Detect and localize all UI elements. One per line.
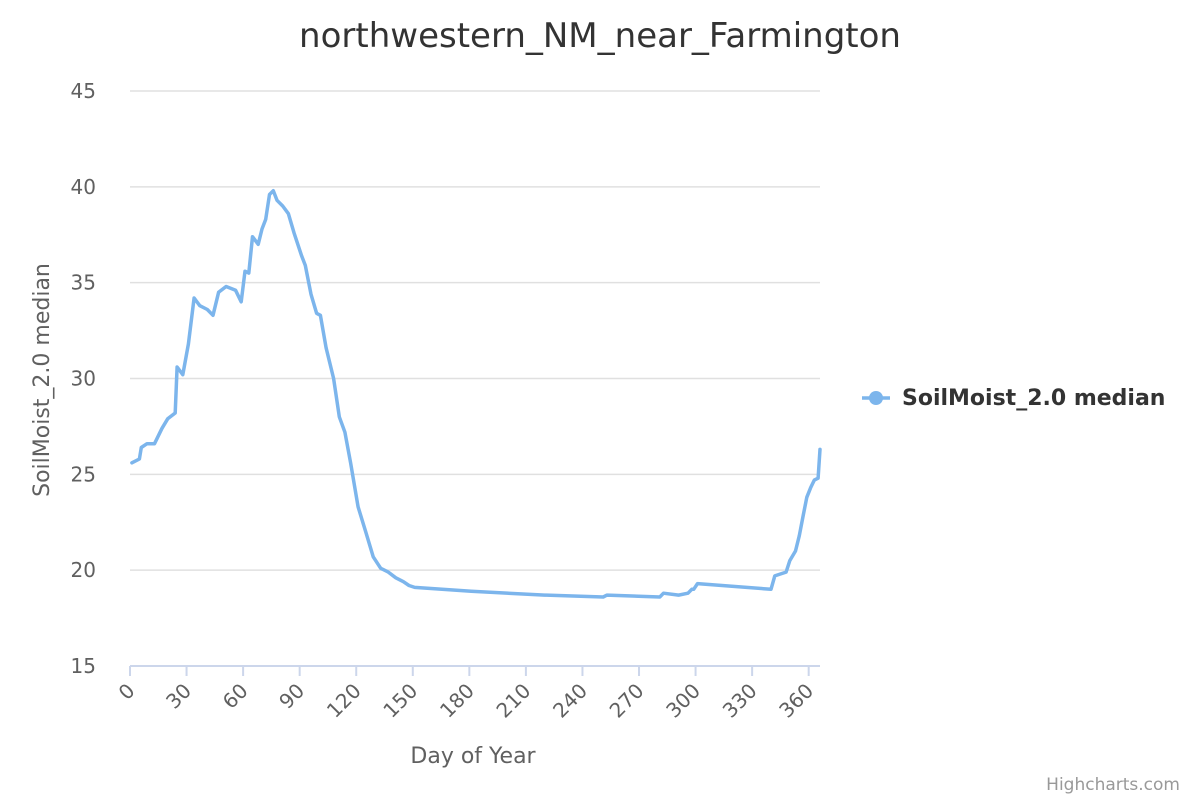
x-tick-label: 270 <box>605 679 649 723</box>
x-tick-label: 60 <box>218 679 253 714</box>
legend[interactable]: SoilMoist_2.0 median <box>862 386 1165 411</box>
y-tick-label: 30 <box>71 367 96 391</box>
gridlines <box>130 90 820 571</box>
y-tick-label: 35 <box>71 271 96 295</box>
credits-link[interactable]: Highcharts.com <box>1046 775 1180 795</box>
y-axis-title: SoilMoist_2.0 median <box>30 263 55 497</box>
chart-title: northwestern_NM_near_Farmington <box>299 16 901 56</box>
x-tick-label: 180 <box>435 679 479 723</box>
x-tick-label: 210 <box>491 679 535 723</box>
x-tick-label: 30 <box>161 679 196 714</box>
x-axis <box>129 665 820 676</box>
y-tick-label: 45 <box>71 79 96 103</box>
x-tick-label: 0 <box>114 679 140 705</box>
legend-item-label[interactable]: SoilMoist_2.0 median <box>902 386 1165 411</box>
x-tick-label: 360 <box>774 679 818 723</box>
series-layer[interactable] <box>130 188 822 599</box>
legend-marker-icon <box>869 391 883 405</box>
y-axis-ticks: 15 20 25 30 35 40 45 <box>71 79 96 678</box>
x-tick-label: 300 <box>661 679 705 723</box>
series-line[interactable] <box>130 188 822 599</box>
x-tick-label: 150 <box>378 679 422 723</box>
x-tick-label: 240 <box>548 679 592 723</box>
x-tick-label: 90 <box>274 679 309 714</box>
x-axis-title: Day of Year <box>410 744 536 769</box>
x-tick-label: 330 <box>718 679 762 723</box>
y-tick-label: 40 <box>71 175 96 199</box>
y-tick-label: 25 <box>71 462 96 486</box>
x-tick-label: 120 <box>322 679 366 723</box>
x-axis-ticks: 0 30 60 90 120 150 180 210 240 270 300 330 360 <box>114 679 819 723</box>
y-tick-label: 15 <box>71 654 96 678</box>
y-tick-label: 20 <box>71 558 96 582</box>
